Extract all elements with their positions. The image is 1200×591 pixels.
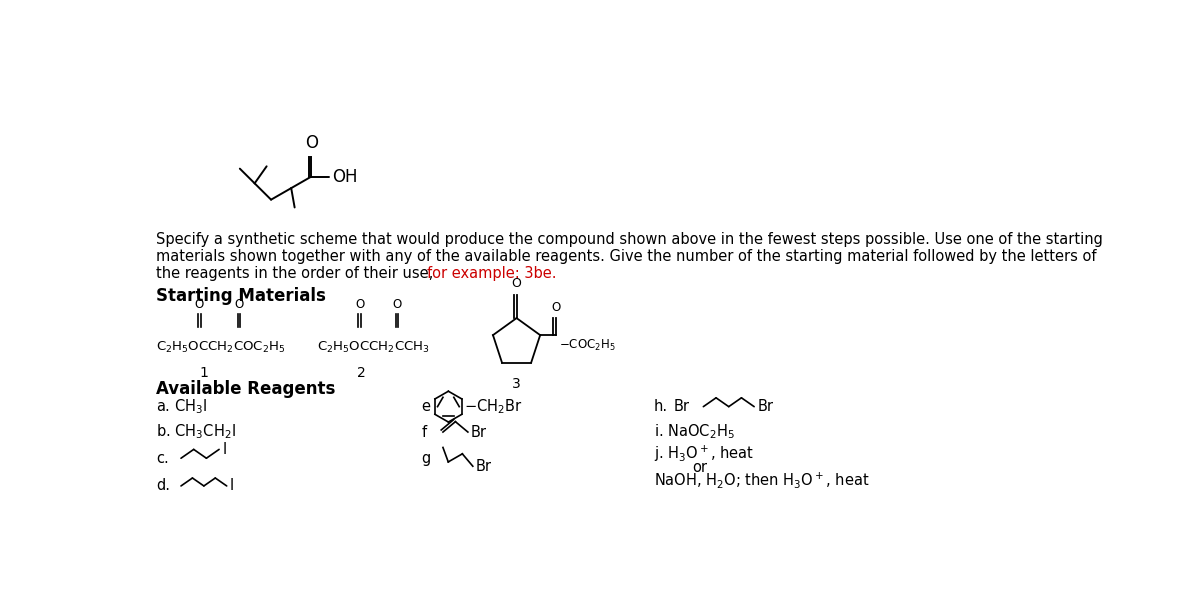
- Text: b. CH$_3$CH$_2$I: b. CH$_3$CH$_2$I: [156, 423, 236, 441]
- Text: O: O: [511, 277, 522, 290]
- Text: Starting Materials: Starting Materials: [156, 287, 326, 306]
- Text: $\mathregular{C_2H_5OCCH_2CCH_3}$: $\mathregular{C_2H_5OCCH_2CCH_3}$: [317, 340, 430, 355]
- Text: a. CH$_3$I: a. CH$_3$I: [156, 397, 208, 416]
- Text: 3: 3: [512, 376, 521, 391]
- Text: 2: 2: [358, 366, 366, 380]
- Text: f: f: [421, 424, 426, 440]
- Text: j. H$_3$O$^+$, heat: j. H$_3$O$^+$, heat: [654, 443, 754, 464]
- Text: OH: OH: [332, 168, 358, 186]
- Text: d.: d.: [156, 479, 170, 493]
- Text: Br: Br: [476, 459, 492, 474]
- Text: the reagents in the order of their use,: the reagents in the order of their use,: [156, 266, 438, 281]
- Text: g: g: [421, 451, 431, 466]
- Text: Specify a synthetic scheme that would produce the compound shown above in the fe: Specify a synthetic scheme that would pr…: [156, 232, 1103, 247]
- Text: materials shown together with any of the available reagents. Give the number of : materials shown together with any of the…: [156, 249, 1097, 264]
- Text: Br: Br: [674, 399, 690, 414]
- Text: e: e: [421, 399, 431, 414]
- Text: O: O: [305, 134, 318, 151]
- Text: for example: 3be.: for example: 3be.: [427, 266, 557, 281]
- Text: O: O: [551, 301, 560, 314]
- Text: O: O: [392, 298, 402, 311]
- Text: h.: h.: [654, 399, 668, 414]
- Text: O: O: [234, 298, 244, 311]
- Text: Br: Br: [757, 399, 773, 414]
- Text: Br: Br: [470, 424, 487, 440]
- Text: i. NaOC$_2$H$_5$: i. NaOC$_2$H$_5$: [654, 423, 734, 441]
- Text: O: O: [194, 298, 204, 311]
- Text: O: O: [355, 298, 365, 311]
- Text: or: or: [692, 460, 708, 475]
- Text: I: I: [222, 442, 227, 457]
- Text: 1: 1: [200, 366, 209, 380]
- Text: NaOH, H$_2$O; then H$_3$O$^+$, heat: NaOH, H$_2$O; then H$_3$O$^+$, heat: [654, 470, 869, 490]
- Text: $\mathregular{C_2H_5OCCH_2COC_2H_5}$: $\mathregular{C_2H_5OCCH_2COC_2H_5}$: [156, 340, 286, 355]
- Text: $-$CH$_2$Br: $-$CH$_2$Br: [464, 397, 523, 416]
- Text: Available Reagents: Available Reagents: [156, 379, 336, 398]
- Text: I: I: [230, 479, 234, 493]
- Text: c.: c.: [156, 451, 169, 466]
- Text: $\mathregular{-COC_2H_5}$: $\mathregular{-COC_2H_5}$: [559, 338, 616, 353]
